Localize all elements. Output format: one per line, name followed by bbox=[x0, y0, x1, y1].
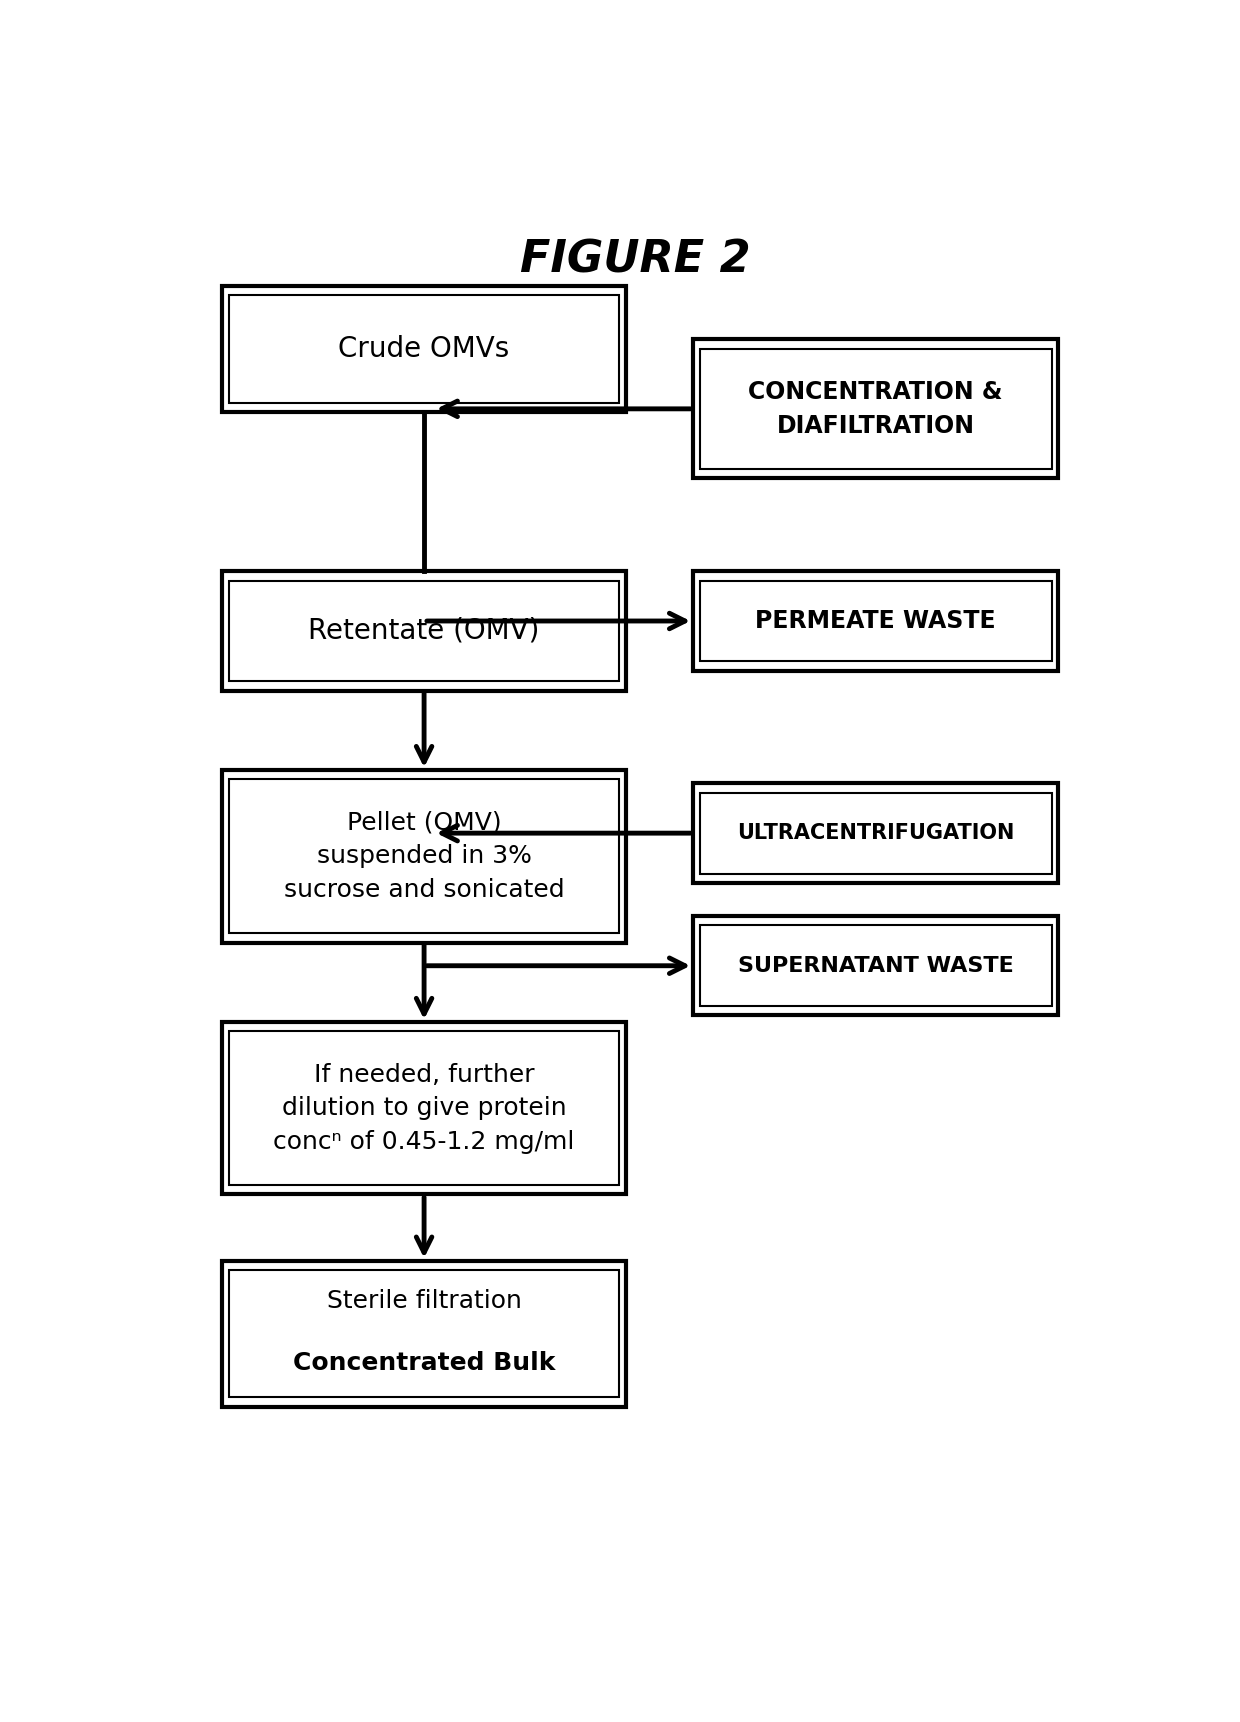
Bar bbox=[699, 580, 1052, 661]
Bar bbox=[222, 286, 626, 412]
Bar bbox=[229, 780, 619, 933]
Bar bbox=[222, 1261, 626, 1407]
Bar bbox=[229, 580, 619, 682]
Bar bbox=[222, 1023, 626, 1195]
Text: Pellet (OMV)
suspended in 3%
sucrose and sonicated: Pellet (OMV) suspended in 3% sucrose and… bbox=[284, 811, 564, 902]
Bar bbox=[693, 572, 1059, 672]
Bar bbox=[229, 1031, 619, 1185]
Bar bbox=[693, 784, 1059, 883]
Text: Crude OMVs: Crude OMVs bbox=[339, 336, 510, 363]
Text: CONCENTRATION &
DIAFILTRATION: CONCENTRATION & DIAFILTRATION bbox=[749, 381, 1003, 437]
Bar bbox=[222, 770, 626, 942]
Text: If needed, further
dilution to give protein
concⁿ of 0.45-1.2 mg/ml: If needed, further dilution to give prot… bbox=[273, 1062, 575, 1154]
Text: Concentrated Bulk: Concentrated Bulk bbox=[293, 1350, 556, 1374]
Text: SUPERNATANT WASTE: SUPERNATANT WASTE bbox=[738, 956, 1013, 976]
Bar bbox=[699, 348, 1052, 468]
Text: ULTRACENTRIFUGATION: ULTRACENTRIFUGATION bbox=[737, 823, 1014, 844]
Text: FIGURE 2: FIGURE 2 bbox=[521, 238, 750, 281]
Bar bbox=[699, 792, 1052, 873]
Bar bbox=[229, 1271, 619, 1397]
Bar bbox=[699, 925, 1052, 1006]
Bar bbox=[229, 296, 619, 403]
Text: Sterile filtration: Sterile filtration bbox=[326, 1288, 522, 1312]
Bar bbox=[693, 916, 1059, 1016]
Text: Retentate (OMV): Retentate (OMV) bbox=[309, 616, 539, 646]
Text: PERMEATE WASTE: PERMEATE WASTE bbox=[755, 610, 996, 634]
Bar bbox=[693, 339, 1059, 479]
Bar bbox=[222, 572, 626, 691]
